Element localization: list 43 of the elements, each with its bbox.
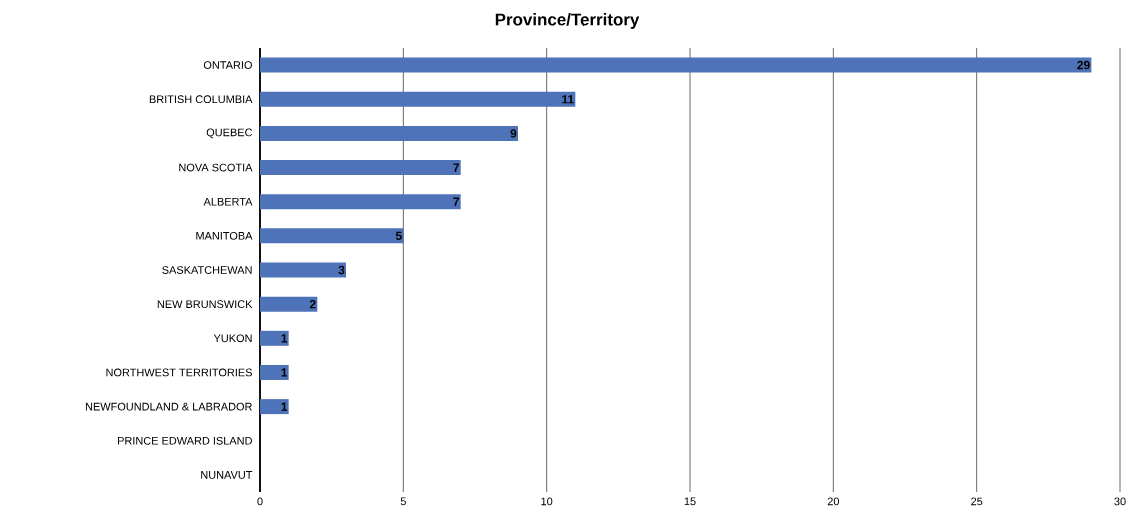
y-tick-label: MANITOBA	[196, 231, 253, 240]
data-label: 1	[281, 402, 288, 411]
y-tick-label: PRINCE EDWARD ISLAND	[118, 436, 252, 445]
data-label: 7	[453, 197, 459, 206]
y-tick-label: NEW BRUNSWICK	[157, 300, 253, 309]
x-tick-label: 30	[1114, 497, 1126, 506]
y-tick-label: ALBERTA	[203, 197, 253, 206]
x-tick-label: 5	[400, 497, 406, 506]
data-label: 2	[309, 299, 316, 309]
bar	[260, 194, 461, 210]
data-label: 29	[1077, 60, 1090, 70]
y-tick-label: NEWFOUNDLAND & LABRADOR	[85, 402, 252, 411]
data-label: 11	[562, 95, 574, 104]
bar	[260, 160, 461, 176]
bar	[260, 399, 289, 415]
data-label: 1	[281, 334, 288, 343]
x-tick-label: 20	[827, 497, 839, 506]
data-label: 3	[338, 265, 345, 275]
y-tick-label: BRITISH COLUMBIA	[149, 95, 253, 104]
data-label: 7	[453, 163, 459, 172]
bar	[260, 364, 289, 380]
bar	[260, 57, 1092, 73]
y-tick-label: NUNAVUT	[201, 471, 253, 479]
bar	[260, 330, 289, 346]
bar	[260, 125, 518, 141]
y-tick-label: SASKATCHEWAN	[162, 266, 252, 274]
chart-title: Province/Territory	[495, 13, 640, 29]
bar	[260, 296, 318, 312]
y-tick-label: QUEBEC	[206, 128, 253, 139]
bar	[260, 91, 576, 107]
bar	[260, 228, 404, 244]
x-tick-label: 15	[684, 497, 696, 506]
bar	[260, 262, 346, 278]
x-tick-label: 0	[257, 497, 263, 506]
x-tick-label: 25	[971, 497, 983, 506]
data-label: 9	[510, 129, 517, 138]
y-tick-label: NORTHWEST TERRITORIES	[106, 368, 252, 377]
data-label: 1	[281, 368, 288, 377]
data-label: 5	[395, 231, 402, 241]
y-tick-label: ONTARIO	[203, 61, 252, 69]
y-tick-label: NOVA SCOTIA	[179, 163, 253, 172]
x-tick-label: 10	[541, 497, 553, 506]
y-tick-label: YUKON	[213, 334, 252, 343]
